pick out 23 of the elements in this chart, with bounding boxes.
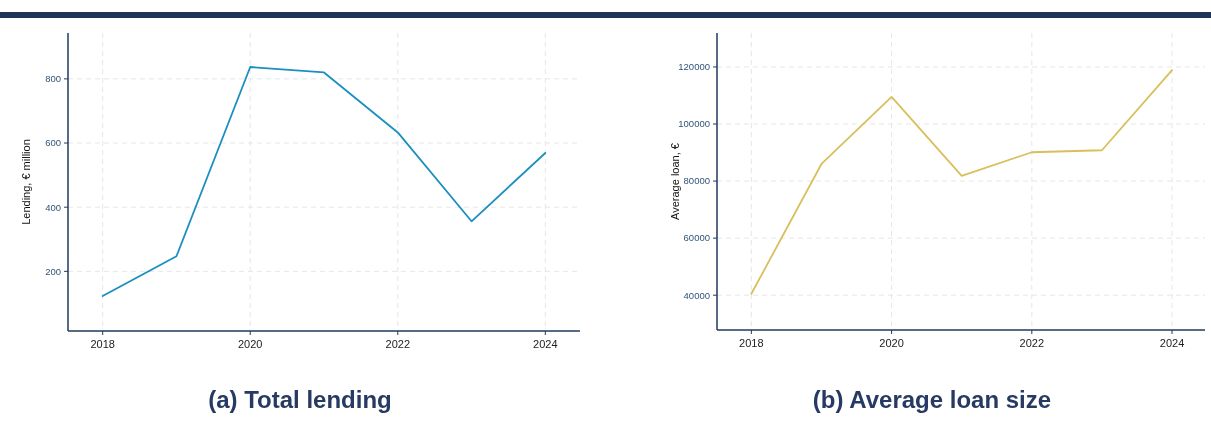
y-tick-label: 200 [45,265,61,277]
y-tick-label: 400 [45,201,61,213]
y-axis-title: Lending, € million [20,139,32,225]
y-tick-label: 40000 [683,289,710,301]
x-tick-label: 2018 [90,338,115,350]
x-tick-label: 2022 [1019,337,1045,349]
x-tick-label: 2020 [237,338,263,350]
y-tick-label: 80000 [683,175,710,187]
line-series [101,66,547,297]
y-tick-label: 120000 [678,61,710,73]
text: (a) Total lending [208,386,392,413]
y-tick-label: 800 [45,73,61,85]
x-tick-label: 2024 [533,338,558,350]
y-tick-label: 600 [45,137,61,149]
text: (b) Average loan size [812,386,1052,413]
line-series [750,69,1173,295]
x-tick-label: 2018 [739,337,764,349]
x-tick-label: 2020 [879,337,904,349]
x-tick-label: 2024 [1159,337,1185,349]
x-tick-label: 2022 [385,338,411,350]
y-tick-label: 100000 [678,118,710,130]
y-axis-title: Average loan, € [669,143,681,220]
y-tick-label: 60000 [683,232,710,244]
